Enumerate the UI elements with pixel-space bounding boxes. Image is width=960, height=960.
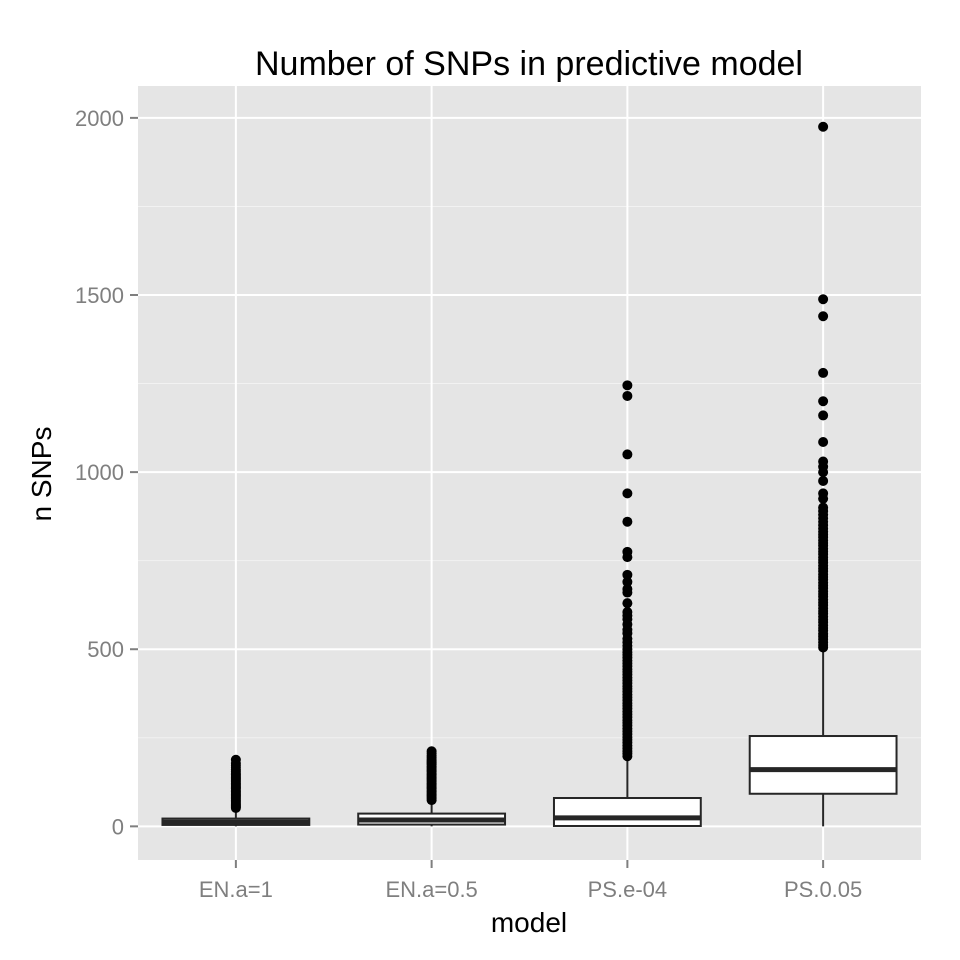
outlier-point: [622, 584, 633, 595]
outlier-point: [622, 598, 633, 609]
outlier-point: [818, 488, 829, 499]
chart-title: Number of SNPs in predictive model: [255, 45, 803, 83]
outlier-point: [818, 311, 829, 322]
outlier-point: [622, 569, 633, 580]
outlier-point: [622, 516, 633, 527]
box-series: [161, 121, 898, 827]
y-axis: 0 500 1000 1500 2000: [75, 106, 138, 839]
outlier-point: [622, 380, 633, 391]
y-tick-label: 0: [112, 814, 124, 839]
outlier-point: [818, 121, 829, 132]
x-axis: EN.a=1 EN.a=0.5 PS.e-04 PS.0.05: [199, 860, 862, 902]
outlier-point: [622, 546, 633, 557]
x-tick-label: EN.a=1: [199, 877, 273, 902]
outlier-point: [818, 396, 829, 407]
outlier-point: [426, 746, 437, 757]
outlier-point: [622, 449, 633, 460]
outlier-point: [818, 367, 829, 378]
box-iqr: [748, 735, 898, 795]
y-tick-label: 1000: [75, 460, 124, 485]
plot-area: [138, 86, 921, 860]
x-tick-label: PS.0.05: [784, 877, 862, 902]
x-tick-label: EN.a=0.5: [385, 877, 477, 902]
box-PS.0.05: [748, 121, 898, 827]
outlier-point: [818, 502, 829, 513]
outlier-point: [818, 294, 829, 305]
outlier-point: [622, 390, 633, 401]
y-tick-label: 1500: [75, 283, 124, 308]
box-PS.e-04: [552, 380, 702, 827]
grid-lines: [138, 86, 921, 860]
outlier-point: [622, 607, 633, 618]
box-iqr: [552, 797, 702, 827]
x-tick-label: PS.e-04: [588, 877, 668, 902]
x-axis-label: model: [491, 907, 567, 938]
outlier-point: [818, 410, 829, 421]
outlier-point: [818, 437, 829, 448]
outlier-point: [818, 456, 829, 467]
outlier-point: [622, 488, 633, 499]
outlier-point: [230, 754, 241, 765]
y-axis-label: n SNPs: [26, 427, 57, 522]
y-tick-label: 2000: [75, 106, 124, 131]
box-EN.a=1: [161, 754, 311, 827]
y-tick-label: 500: [87, 637, 124, 662]
outlier-point: [622, 576, 633, 587]
outlier-point: [818, 475, 829, 486]
box-EN.a=0.5: [357, 746, 507, 827]
